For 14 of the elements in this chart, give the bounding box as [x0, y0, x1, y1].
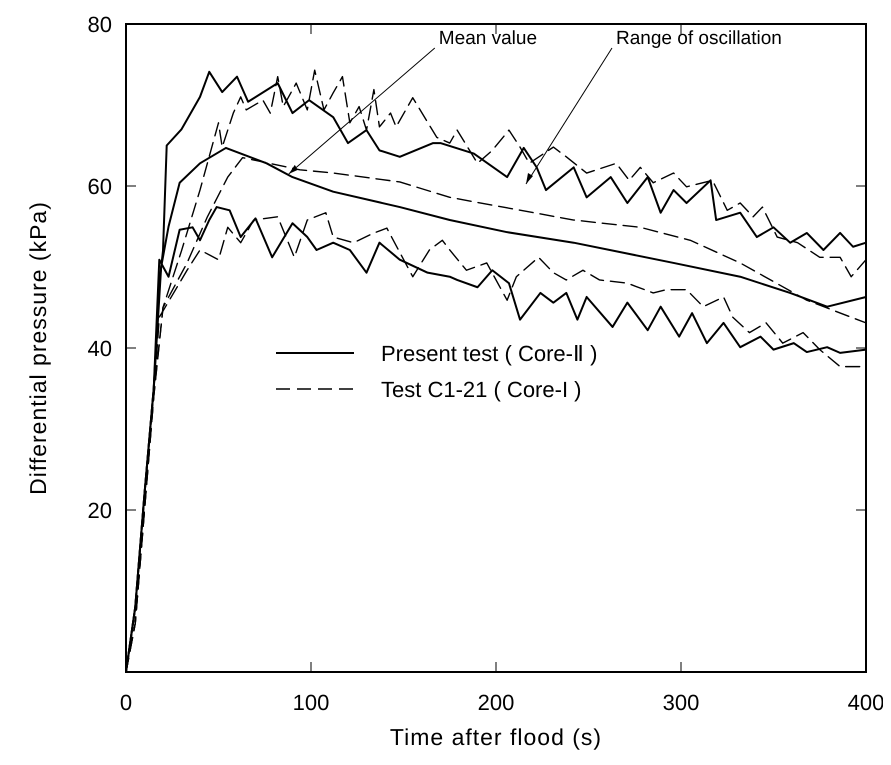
- y-tick-label: 60: [88, 174, 112, 199]
- x-axis-title: Time after flood (s): [390, 724, 602, 750]
- x-tick-label: 100: [292, 690, 330, 715]
- legend-label: Test C1-21 ( Core-I ): [381, 377, 582, 402]
- y-tick-label: 20: [88, 498, 112, 523]
- x-tick-label: 200: [478, 690, 514, 715]
- x-tick-label: 300: [662, 690, 700, 715]
- y-tick-label: 40: [88, 336, 112, 361]
- annotation: Range of oscillation: [616, 28, 782, 49]
- x-tick-label: 0: [120, 690, 132, 715]
- y-axis-title: Differential pressure (kPa): [25, 201, 51, 495]
- annotation: Mean value: [438, 28, 538, 49]
- y-tick-label: 80: [88, 12, 112, 37]
- legend-label: Present test ( Core-Ⅱ ): [381, 341, 598, 366]
